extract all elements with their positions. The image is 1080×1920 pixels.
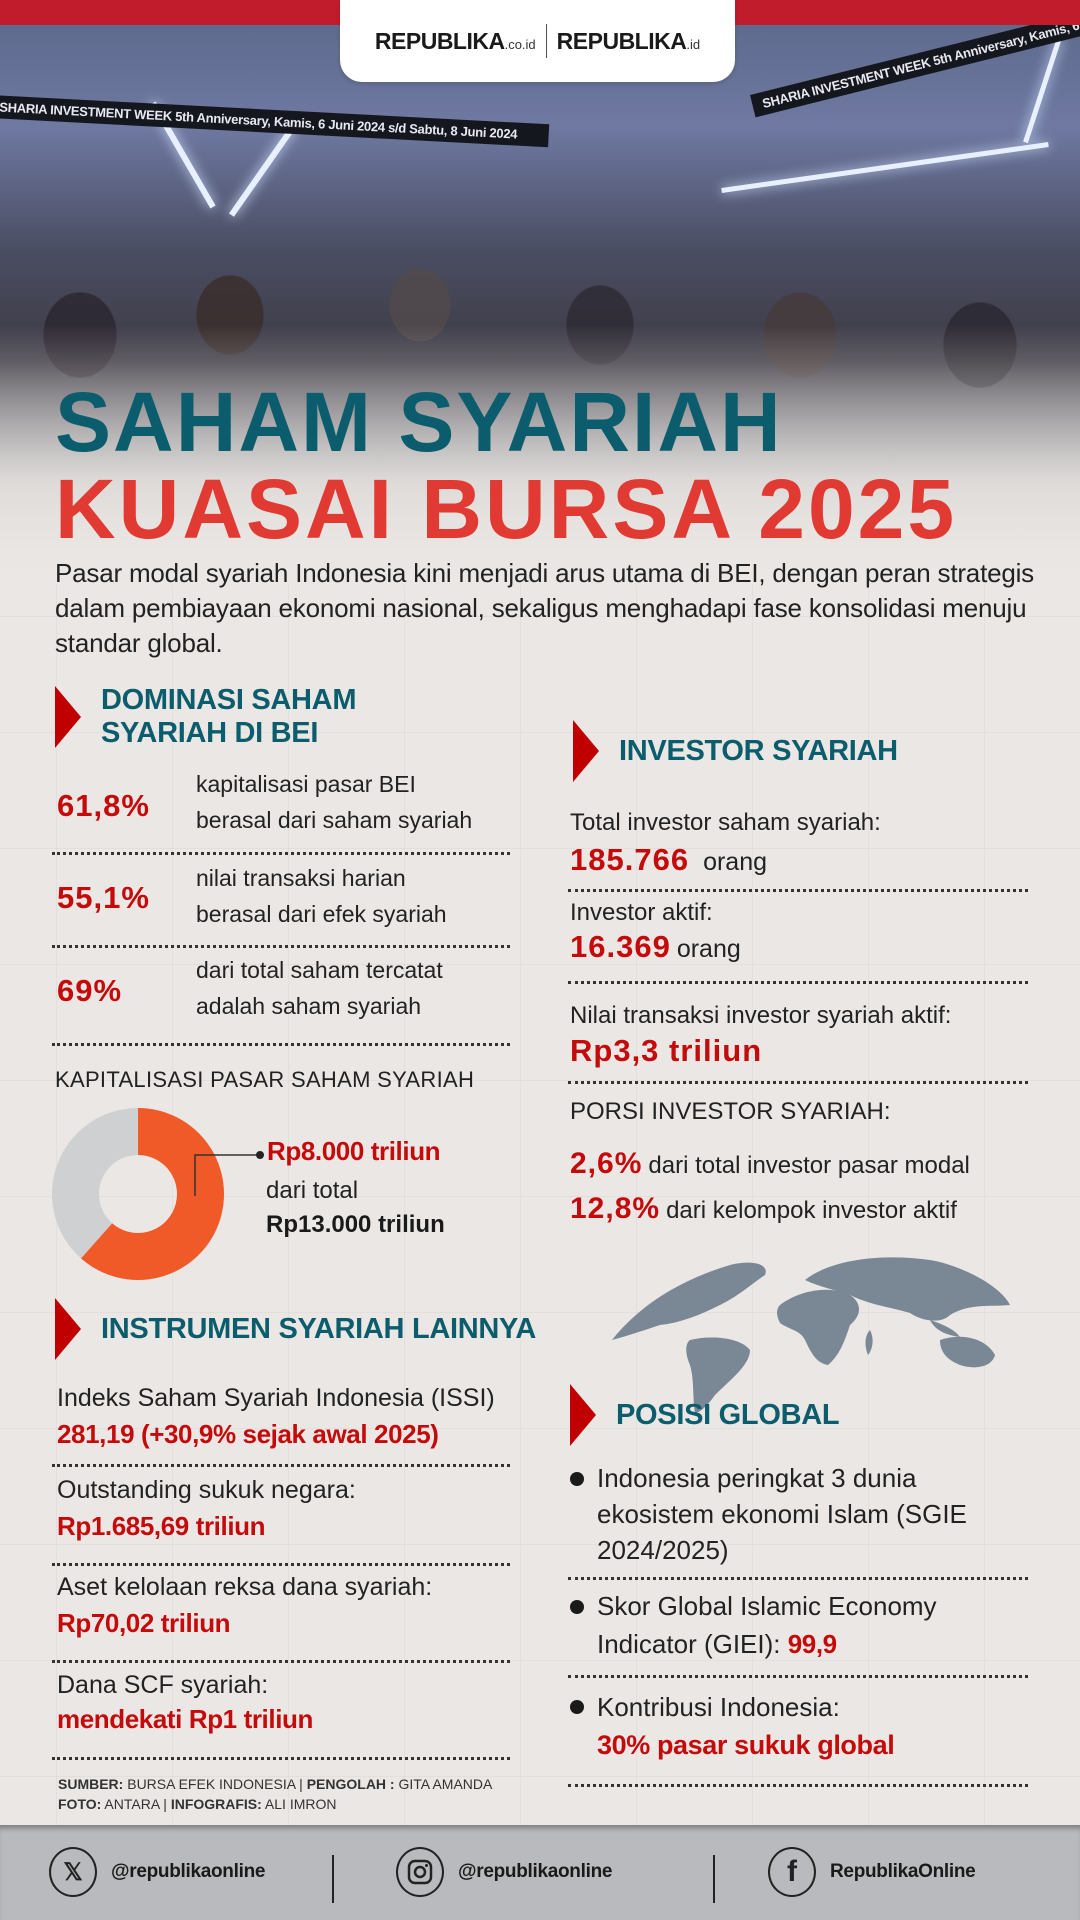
- divider: [52, 1563, 510, 1566]
- stat-text: kapitalisasi pasar BEI berasal dari saham…: [196, 771, 473, 833]
- porsi-label: PORSI INVESTOR SYARIAH:: [570, 1098, 891, 1125]
- transaction-label: Nilai transaksi investor syariah aktif:: [570, 1002, 952, 1029]
- world-map-icon: [612, 1257, 1010, 1413]
- donut-slice: [80, 1108, 224, 1280]
- heading: POSISI GLOBAL: [616, 1398, 840, 1431]
- investor-active-label: Investor aktif:: [570, 899, 713, 926]
- logo-suffix: .co.id: [504, 36, 536, 52]
- stat-value: 69%: [57, 973, 123, 1008]
- cap-label: KAPITALISASI PASAR SAHAM SYARIAH: [55, 1067, 475, 1092]
- divider: [568, 1784, 1028, 1787]
- section-dominasi-heading: DOMINASI SAHAM SYARIAH DI BEI: [55, 684, 356, 750]
- divider: [52, 945, 510, 948]
- bullet-icon: [570, 1472, 584, 1486]
- x-icon: 𝕏: [49, 1847, 97, 1897]
- heading: INVESTOR SYARIAH: [619, 734, 898, 767]
- instrument-label: Aset kelolaan reksa dana syariah:: [57, 1573, 433, 1601]
- logo-suffix-2: .id: [686, 36, 701, 52]
- instrument-value: Rp70,02 triliun: [57, 1608, 231, 1638]
- x-link[interactable]: 𝕏 @republikaonline: [49, 1847, 265, 1897]
- instrument-value: 281,19 (+30,9% sejak awal 2025): [57, 1419, 439, 1449]
- porsi-item: 12,8% dari kelompok investor aktif: [570, 1192, 957, 1225]
- title-line-1: SAHAM SYARIAH: [55, 375, 783, 469]
- instrument-value: mendekati Rp1 triliun: [57, 1704, 313, 1734]
- instrument-label: Outstanding sukuk negara:: [57, 1476, 356, 1504]
- cap-value: Rp8.000 triliun: [267, 1136, 441, 1166]
- global-item: Indonesia peringkat 3 dunia ekosistem eko…: [597, 1463, 967, 1565]
- divider: [52, 1043, 510, 1046]
- section-instrumen-heading: INSTRUMEN SYARIAH LAINNYA: [55, 1298, 536, 1360]
- investor-total: 185.766 orang: [570, 842, 768, 877]
- bullet-icon: [570, 1600, 584, 1614]
- divider: [52, 1757, 510, 1760]
- divider: [52, 1660, 510, 1663]
- divider: [568, 1675, 1028, 1678]
- instagram-handle: @republikaonline: [458, 1861, 613, 1882]
- divider: [52, 1464, 510, 1467]
- header-photo: SHARIA INVESTMENT WEEK 5th Anniversary, …: [0, 25, 1080, 585]
- global-item: Skor Global Islamic Economy Indicator (GI…: [597, 1591, 937, 1659]
- logo-text: REPUBLIKA: [374, 27, 505, 54]
- arrow-icon: [570, 1384, 596, 1446]
- porsi-item: 2,6% dari total investor pasar modal: [570, 1147, 970, 1180]
- divider: [568, 981, 1028, 984]
- republika-logo[interactable]: REPUBLIKA.co.id REPUBLIKA.id: [340, 0, 735, 82]
- footer: 𝕏 @republikaonline @republikaonline f Re…: [0, 1825, 1080, 1920]
- title-line-2: KUASAI BURSA 2025: [55, 462, 958, 556]
- divider: [568, 1577, 1028, 1580]
- transaction-value: Rp3,3 triliun: [570, 1033, 763, 1068]
- instrument-value: Rp1.685,69 triliun: [57, 1511, 266, 1541]
- global-item: Kontribusi Indonesia: 30% pasar sukuk glo…: [597, 1692, 895, 1760]
- stat-value: 61,8%: [57, 788, 150, 823]
- cap-total: Rp13.000 triliun: [266, 1211, 445, 1238]
- facebook-icon: f: [768, 1847, 816, 1897]
- bullet-icon: [570, 1700, 584, 1714]
- investor-total-label: Total investor saham syariah:: [570, 809, 881, 836]
- heading: INSTRUMEN SYARIAH LAINNYA: [101, 1312, 537, 1345]
- divider: [568, 1081, 1028, 1084]
- callout-line: [194, 1151, 264, 1196]
- facebook-handle: RepublikaOnline: [830, 1861, 976, 1882]
- stat-value: 55,1%: [57, 880, 150, 915]
- facebook-link[interactable]: f RepublikaOnline: [768, 1847, 976, 1897]
- donut-slice: [52, 1108, 138, 1259]
- credits: SUMBER: BURSA EFEK INDONESIA | PENGOLAH …: [58, 1776, 493, 1812]
- intro-paragraph: Pasar modal syariah Indonesia kini menja…: [55, 558, 1034, 658]
- divider: [52, 852, 510, 855]
- stat-text: dari total saham tercatat adalah saham sy…: [196, 957, 443, 1019]
- instagram-link[interactable]: @republikaonline: [396, 1847, 612, 1897]
- instagram-icon: [396, 1847, 444, 1897]
- arrow-icon: [573, 720, 599, 782]
- logo-text-2: REPUBLIKA: [556, 27, 687, 54]
- footer-divider: [332, 1855, 334, 1903]
- cap-of: dari total: [266, 1177, 359, 1204]
- investor-active: 16.369 orang: [570, 929, 741, 964]
- photo-ticker: SHARIA INVESTMENT WEEK 5th Anniversary, …: [0, 95, 550, 148]
- donut-chart: [52, 1108, 224, 1280]
- logo-divider: [545, 24, 547, 58]
- x-handle: @republikaonline: [111, 1861, 266, 1882]
- section-global-heading: POSISI GLOBAL: [570, 1384, 840, 1446]
- section-investor-heading: INVESTOR SYARIAH: [573, 720, 898, 782]
- divider: [568, 889, 1028, 892]
- footer-divider: [713, 1855, 715, 1903]
- photo-ticker-right: SHARIA INVESTMENT WEEK 5th Anniversary, …: [750, 25, 1080, 118]
- arrow-icon: [55, 686, 81, 748]
- instrument-label: Indeks Saham Syariah Indonesia (ISSI): [57, 1384, 495, 1412]
- instrument-label: Dana SCF syariah:: [57, 1671, 269, 1699]
- arrow-icon: [55, 1298, 81, 1360]
- heading-line: SYARIAH DI BEI: [101, 717, 319, 749]
- heading-line: DOMINASI SAHAM: [101, 684, 357, 716]
- stat-text: nilai transaksi harian berasal dari efek …: [196, 865, 447, 927]
